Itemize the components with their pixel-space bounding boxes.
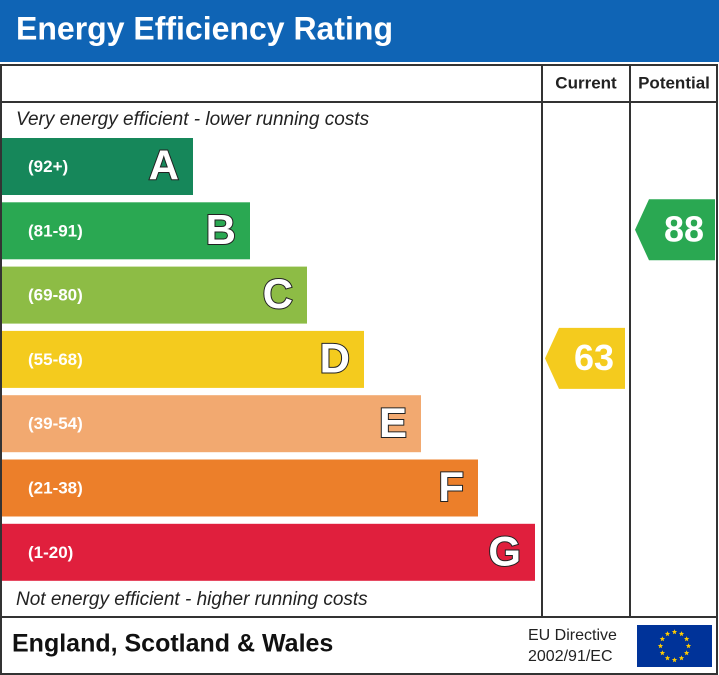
region: England, Scotland & Wales [12,630,333,658]
eu-star [678,655,685,661]
band-letter: B [206,206,236,253]
directive: 2002/91/EC [528,648,613,665]
band-range: (81-91) [28,221,83,240]
frame [0,64,718,675]
band-bar [2,202,250,260]
eu-star [659,636,666,642]
title: Energy Efficiency Rating [16,10,393,46]
eu-star [657,643,664,649]
directive: EU Directive [528,627,617,644]
band-range: (1-20) [28,543,73,562]
band-bar [2,523,535,581]
eu-star [671,657,678,663]
current-value: 63 [574,337,614,378]
band-bar [2,330,364,388]
bottom-note: Not energy efficient - higher running co… [16,589,368,610]
eu-star [678,631,685,637]
band-letter: G [488,527,521,574]
title-bar [0,0,719,62]
band-letter: F [438,463,464,510]
band-bar [2,459,478,517]
band-bar [2,266,307,324]
potential-value: 88 [664,208,704,249]
band-bar [2,138,193,195]
band-range: (92+) [28,157,68,176]
eu-star [659,650,666,656]
band-range: (55-68) [28,350,83,369]
eu-star [664,655,671,661]
eu-star [683,636,690,642]
potential-header: Potential [638,73,710,92]
band-letter: C [263,270,293,317]
band-range: (21-38) [28,478,83,497]
eu-stars [657,629,692,663]
eu-star [664,631,671,637]
current-arrow [545,327,625,389]
current-header: Current [555,73,617,92]
eu-star [685,643,692,649]
band-range: (69-80) [28,286,83,305]
potential-arrow [635,199,715,261]
band-letter: D [320,334,350,381]
eu-star [683,650,690,656]
top-note: Very energy efficient - lower running co… [16,109,370,130]
band-range: (39-54) [28,414,83,433]
band-letter: A [149,142,179,189]
eu-star [671,629,678,635]
band-bar [2,395,421,453]
band-letter: E [379,399,407,446]
